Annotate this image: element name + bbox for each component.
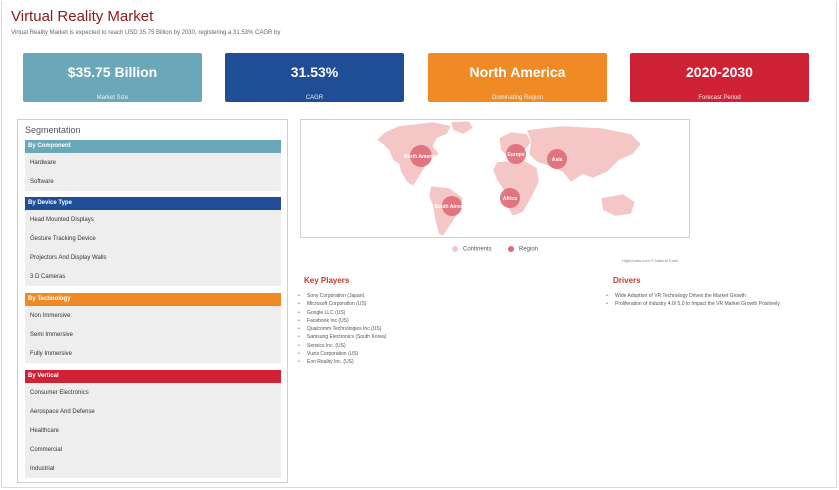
- list-item: Google LLC (US): [297, 309, 587, 318]
- list-item: Samsung Electronics (South Korea): [297, 333, 587, 342]
- region-label-africa: Africa: [503, 196, 517, 202]
- segmentation-title: Segmentation: [25, 125, 81, 135]
- segment-item: 3 D Cameras: [30, 274, 66, 280]
- world-map-svg: North America Europe Asia South America …: [376, 120, 642, 237]
- legend-continents[interactable]: Continents: [452, 246, 492, 253]
- legend-region-swatch: [508, 246, 514, 252]
- segment-item: Head Mounted Displays: [30, 217, 94, 223]
- segment-item: Hardware: [30, 160, 57, 166]
- forecast-period-card: 2020-2030 Forecast Period: [630, 53, 809, 102]
- list-item: Eon Reality Inc. (US): [297, 358, 587, 367]
- dominating-region-card: North America Dominating Region: [428, 53, 607, 102]
- drivers-list: Wide Adoption of VR Technology Drives th…: [605, 292, 805, 309]
- list-item: Vuzix Corporation (US): [297, 350, 587, 359]
- list-item: Wide Adoption of VR Technology Drives th…: [605, 292, 805, 301]
- dominating-region-label: Dominating Region: [491, 95, 544, 101]
- legend-continents-label: Continents: [463, 246, 492, 253]
- key-players-title: Key Players: [304, 276, 350, 285]
- segment-item: Gesture Tracking Device: [30, 236, 96, 242]
- market-size-value: $35.75 Billion: [67, 64, 158, 80]
- region-label-north-america: North America: [404, 154, 438, 160]
- drivers-title: Drivers: [613, 276, 641, 285]
- segment-item: Aerospace And Defense: [30, 409, 95, 415]
- forecast-period-value: 2020-2030: [686, 64, 753, 80]
- region-marker-europe[interactable]: [506, 144, 526, 164]
- cagr-label: CAGR: [305, 95, 324, 101]
- continents-layer: [376, 120, 642, 237]
- category-by-vertical: By Vertical Consumer Electronics Aerospa…: [25, 370, 281, 478]
- category-by-technology: By Technology Non Immersive Semi Immersi…: [25, 293, 281, 363]
- cagr-card: 31.53% CAGR: [225, 53, 404, 102]
- category-header: By Technology: [25, 293, 281, 306]
- category-by-component: By Component Hardware Software: [25, 140, 281, 191]
- segment-item: Healthcare: [30, 428, 60, 434]
- cagr-value: 31.53%: [290, 64, 339, 80]
- list-item: Sony Corporation (Japan): [297, 292, 587, 301]
- list-item: Qualcomm Technologies Inc.(US): [297, 325, 587, 334]
- region-label-asia: Asia: [552, 157, 563, 163]
- legend-region-label: Region: [519, 246, 539, 253]
- legend-continents-swatch: [452, 246, 458, 252]
- segment-item: Non Immersive: [30, 313, 71, 319]
- asia-shape: [526, 125, 642, 183]
- africa-shape: [492, 159, 540, 217]
- segment-item: Projectors And Display Walls: [30, 255, 107, 261]
- region-label-south-america: South America: [434, 204, 469, 210]
- region-markers: [410, 144, 567, 216]
- region-label-europe: Europe: [507, 152, 524, 158]
- region-marker-south-america[interactable]: [442, 196, 462, 216]
- market-size-card: $35.75 Billion Market Size: [23, 53, 202, 102]
- segmentation-panel: Segmentation By Component Hardware Softw…: [17, 119, 288, 483]
- segment-item: Software: [30, 179, 54, 185]
- region-marker-north-america[interactable]: [410, 145, 432, 167]
- list-item: Facebook Inc (US): [297, 317, 587, 326]
- category-header: By Component: [25, 140, 281, 153]
- page-subtitle: Virtual Reality Market is expected to re…: [11, 30, 281, 36]
- segment-item: Industrial: [30, 466, 55, 472]
- category-header: By Vertical: [25, 370, 281, 383]
- legend-region[interactable]: Region: [508, 246, 538, 253]
- segment-item: Fully Immersive: [30, 351, 73, 357]
- market-size-label: Market Size: [96, 95, 129, 101]
- greenland-shape: [450, 120, 474, 135]
- key-players-list: Sony Corporation (Japan) Microsoft Corpo…: [297, 292, 587, 367]
- segment-item: Semi Immersive: [30, 332, 74, 338]
- page-title: Virtual Reality Market: [11, 8, 154, 25]
- category-by-device-type: By Device Type Head Mounted Displays Ges…: [25, 197, 281, 286]
- list-item: Microsoft Corporation (US): [297, 300, 587, 309]
- category-header: By Device Type: [25, 197, 281, 210]
- segment-item: Commercial: [30, 447, 63, 453]
- region-marker-asia[interactable]: [547, 149, 567, 169]
- list-item: Proliferation of Industry 4.0/ 5.0 to Im…: [605, 300, 805, 309]
- dominating-region-value: North America: [469, 64, 566, 80]
- segment-item: Consumer Electronics: [30, 390, 89, 396]
- region-marker-africa[interactable]: [500, 188, 520, 208]
- list-item: Sensics Inc. (US): [297, 342, 587, 351]
- australia-shape: [600, 193, 636, 217]
- world-map: North America Europe Asia South America …: [300, 119, 690, 238]
- forecast-period-label: Forecast Period: [698, 95, 741, 101]
- map-credit[interactable]: Highcharts.com © Natural Earth: [622, 258, 679, 263]
